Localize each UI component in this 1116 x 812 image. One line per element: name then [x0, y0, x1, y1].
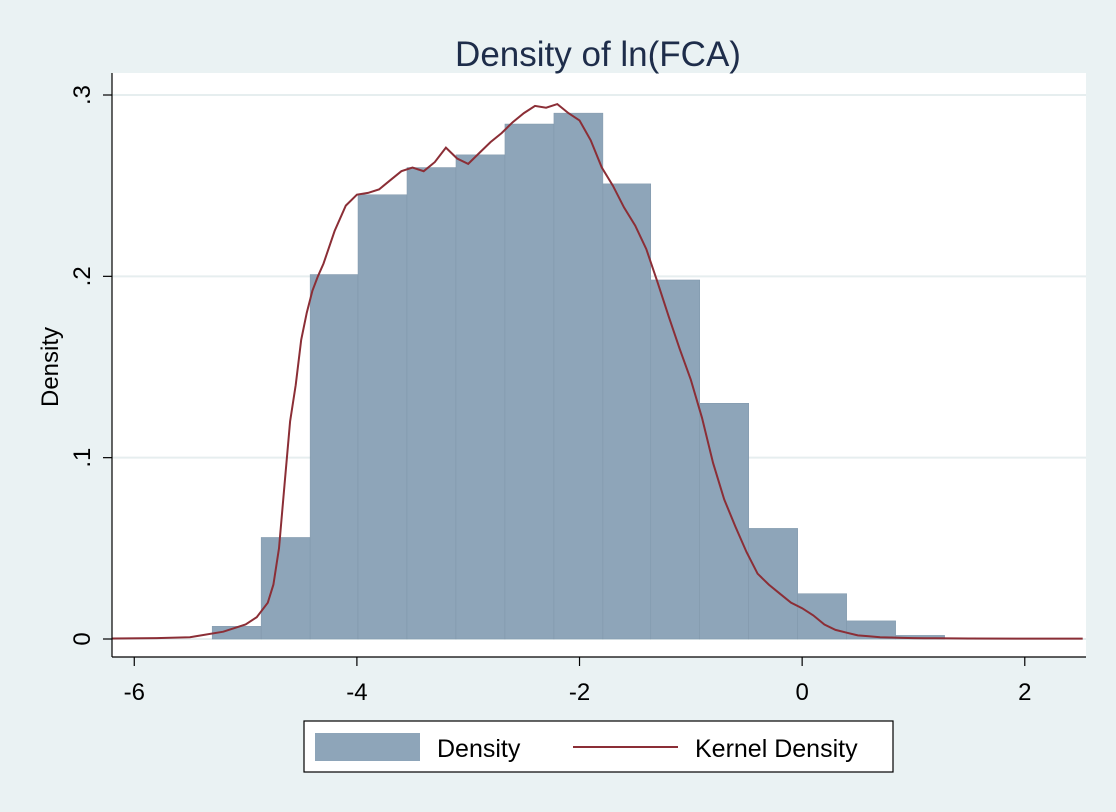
histogram-bar: [455, 154, 506, 640]
histogram-bar: [650, 279, 700, 640]
histogram-bar: [602, 183, 652, 640]
histogram-bar: [406, 167, 457, 640]
x-tick-label: -6: [124, 679, 145, 706]
histogram-bar: [260, 537, 311, 640]
x-tick-label: -2: [569, 679, 590, 706]
histogram-bar: [504, 123, 555, 640]
histogram-bar: [309, 274, 359, 640]
histogram-bar: [748, 528, 798, 640]
y-tick-label: .3: [69, 85, 96, 105]
axes: 0 .1 .2 .3 -6 -4 -2 0 2: [69, 73, 1086, 706]
histogram-bars: [211, 112, 945, 640]
legend-swatch-density: [315, 733, 420, 761]
y-tick-label: .1: [69, 448, 96, 468]
legend-label-density: Density: [437, 735, 521, 763]
y-tick-label: 0: [69, 632, 96, 645]
histogram-bar: [553, 112, 604, 640]
histogram-bar: [846, 620, 896, 640]
histogram-bar: [357, 194, 408, 640]
histogram-bar: [797, 593, 847, 640]
x-tick-label: -4: [346, 679, 367, 706]
y-axis-title: Density: [37, 327, 64, 407]
chart-title: Density of ln(FCA): [455, 35, 741, 74]
legend-label-kernel-density: Kernel Density: [695, 735, 858, 763]
kernel-density-line: [111, 102, 1083, 640]
legend: Density Kernel Density: [303, 720, 894, 773]
x-tick-label: 0: [795, 679, 808, 706]
x-tick-label: 2: [1018, 679, 1031, 706]
y-tick-label: .2: [69, 266, 96, 286]
